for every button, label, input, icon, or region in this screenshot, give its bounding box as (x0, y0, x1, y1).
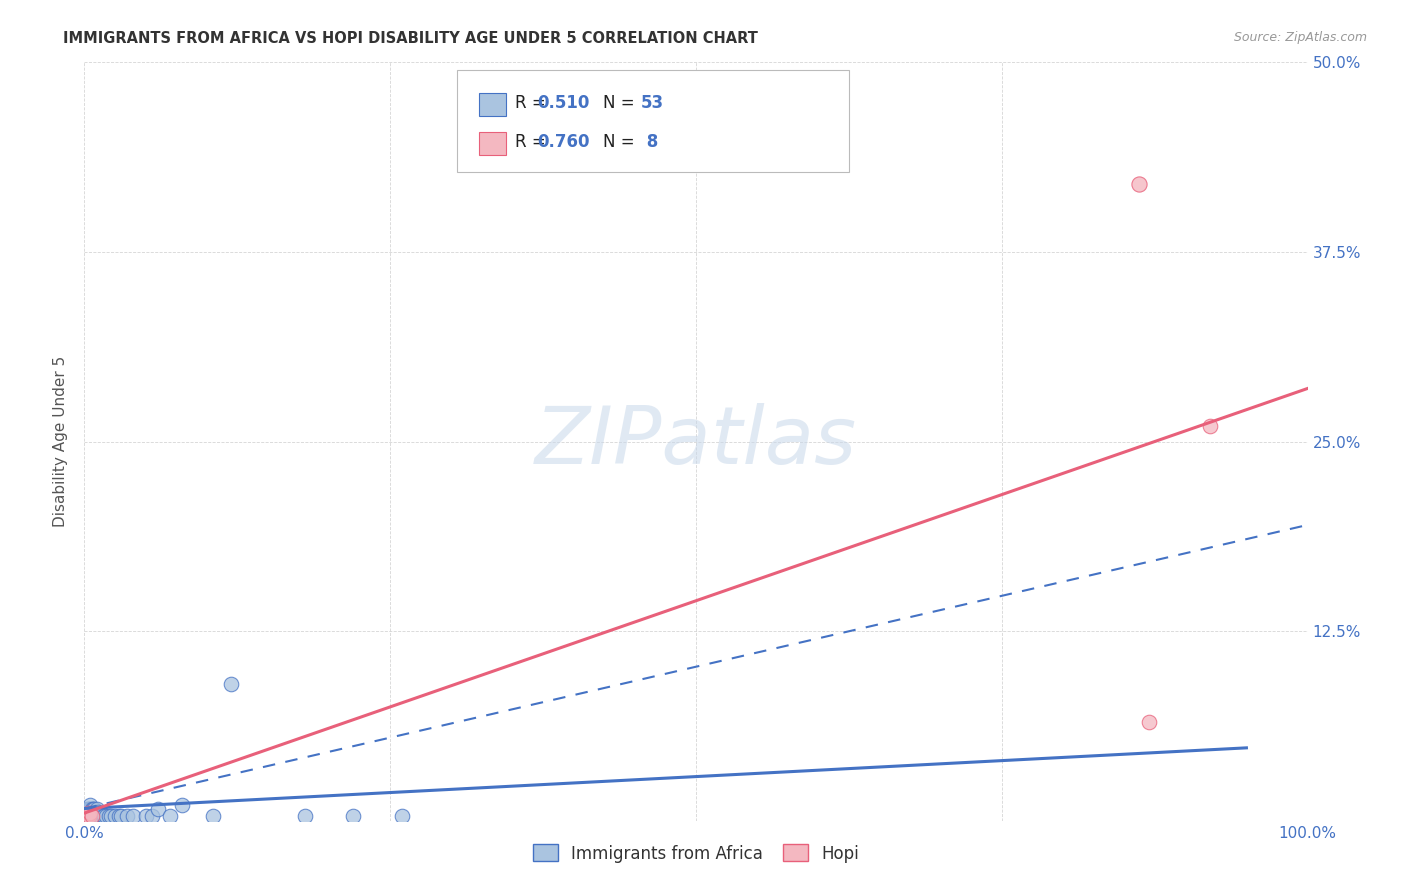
Point (79, 806, 101, 821)
Point (1137, 715, 1160, 730)
Text: R =: R = (515, 95, 551, 112)
Point (86, 809, 108, 823)
Point (82, 801, 104, 815)
Point (77, 809, 100, 823)
Point (100, 809, 122, 823)
Point (110, 809, 132, 823)
Point (76, 801, 98, 815)
Point (96, 809, 118, 823)
Point (342, 809, 364, 823)
Point (82, 809, 104, 823)
FancyBboxPatch shape (479, 132, 506, 155)
Text: Source: ZipAtlas.com: Source: ZipAtlas.com (1233, 31, 1367, 45)
Point (77, 806, 100, 821)
Point (122, 809, 145, 823)
Point (77, 809, 100, 823)
Point (75, 809, 97, 823)
FancyBboxPatch shape (479, 93, 506, 115)
Point (87, 809, 110, 823)
Point (219, 677, 242, 691)
Point (79, 798, 101, 813)
Point (79, 809, 101, 823)
Point (80, 806, 103, 821)
Y-axis label: Disability Age Under 5: Disability Age Under 5 (52, 356, 67, 527)
Point (77, 801, 100, 815)
Point (159, 809, 181, 823)
Point (80, 809, 103, 823)
Point (135, 809, 157, 823)
Point (79, 801, 101, 815)
Point (172, 798, 194, 813)
Text: 53: 53 (641, 95, 664, 112)
Point (77, 809, 100, 823)
Point (89, 809, 111, 823)
Text: ZIPatlas: ZIPatlas (534, 402, 858, 481)
FancyBboxPatch shape (457, 70, 849, 172)
Point (146, 801, 169, 815)
Point (79, 806, 101, 821)
Point (87, 809, 110, 823)
Point (90, 806, 112, 821)
Point (76, 809, 98, 823)
Point (77, 806, 100, 821)
Point (84, 806, 107, 821)
Point (1128, 177, 1150, 191)
Point (76, 806, 98, 821)
Point (84, 809, 107, 823)
Text: IMMIGRANTS FROM AFRICA VS HOPI DISABILITY AGE UNDER 5 CORRELATION CHART: IMMIGRANTS FROM AFRICA VS HOPI DISABILIT… (63, 31, 758, 46)
Point (77, 801, 100, 815)
Point (141, 809, 163, 823)
Point (87, 805, 110, 819)
Point (97, 809, 120, 823)
Point (75, 806, 97, 821)
Point (82, 806, 104, 821)
Point (115, 809, 138, 823)
Point (76, 809, 98, 823)
Point (93, 809, 115, 823)
Point (80, 801, 103, 815)
Text: 8: 8 (641, 133, 658, 151)
Point (1198, 419, 1220, 434)
Point (294, 809, 316, 823)
Point (83, 806, 105, 821)
Point (86, 801, 108, 815)
Text: 0.510: 0.510 (537, 95, 589, 112)
Text: N =: N = (603, 133, 640, 151)
Text: N =: N = (603, 95, 640, 112)
Legend: Immigrants from Africa, Hopi: Immigrants from Africa, Hopi (526, 838, 866, 869)
Point (107, 809, 129, 823)
Point (91, 809, 114, 823)
Point (80, 809, 103, 823)
Point (75, 809, 97, 823)
Point (104, 809, 127, 823)
Point (77, 806, 100, 821)
Point (391, 809, 413, 823)
Text: R =: R = (515, 133, 551, 151)
Point (83, 809, 105, 823)
Point (201, 809, 224, 823)
Text: 0.760: 0.760 (537, 133, 589, 151)
Point (83, 801, 105, 815)
